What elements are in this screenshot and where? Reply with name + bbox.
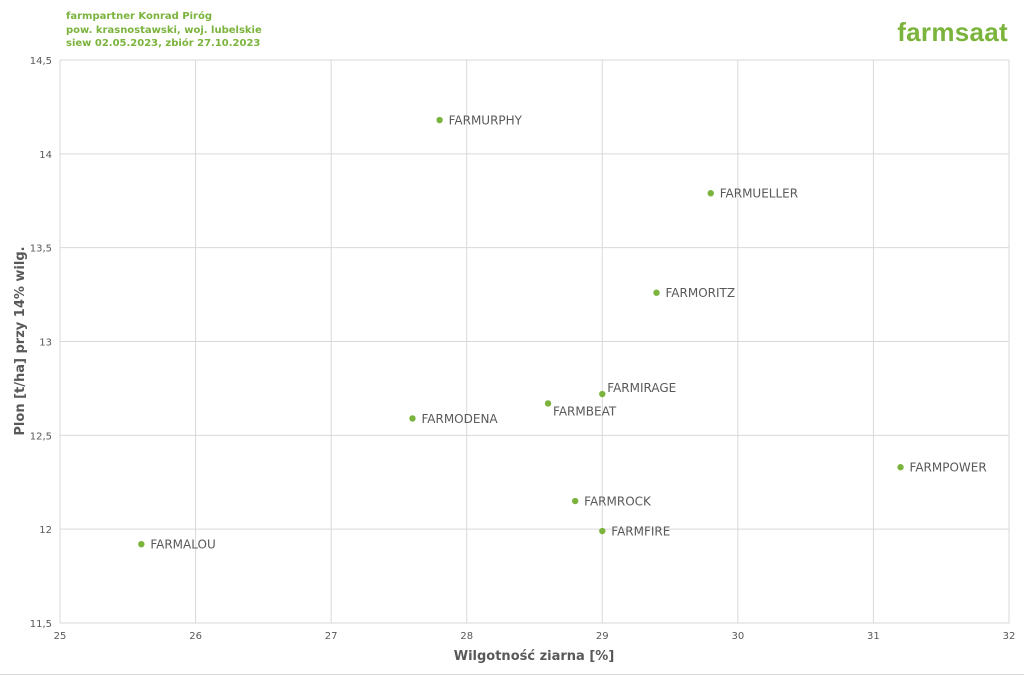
header-dates: siew 02.05.2023, zbiór 27.10.2023 xyxy=(66,38,261,49)
y-tick-label: 12 xyxy=(39,525,52,536)
x-tick-label: 31 xyxy=(867,631,880,642)
y-tick-label: 12,5 xyxy=(30,431,52,442)
y-axis-ticks: 11,5 12 12,5 13 13,5 14 14,5 xyxy=(30,56,52,630)
x-axis-label: Wilgotność ziarna [%] xyxy=(454,649,615,664)
y-tick-label: 13,5 xyxy=(30,244,52,255)
data-point xyxy=(897,464,904,471)
point-label: FARMIRAGE xyxy=(607,381,676,395)
point-label: FARMPOWER xyxy=(910,461,987,475)
x-tick-label: 28 xyxy=(460,631,473,642)
farmsaat-logo: farmsaat xyxy=(897,17,1008,47)
x-tick-label: 27 xyxy=(325,631,338,642)
point-label: FARMODENA xyxy=(421,412,498,426)
point-label: FARMALOU xyxy=(150,538,215,552)
data-point xyxy=(599,390,606,398)
data-point xyxy=(707,190,714,197)
x-tick-label: 30 xyxy=(731,631,744,642)
x-tick-label: 25 xyxy=(54,631,67,642)
y-tick-label: 14 xyxy=(39,150,52,161)
x-tick-label: 26 xyxy=(189,631,202,642)
point-label: FARMORITZ xyxy=(666,286,736,300)
point-label: FARMROCK xyxy=(584,495,652,509)
y-tick-label: 14,5 xyxy=(30,56,52,67)
x-axis-ticks: 25 26 27 28 29 30 31 32 xyxy=(54,631,1016,642)
point-label: FARMFIRE xyxy=(611,525,670,539)
x-tick-label: 29 xyxy=(596,631,609,642)
point-label: FARMURPHY xyxy=(449,114,523,128)
y-tick-label: 11,5 xyxy=(30,619,52,630)
chart-header: farmpartner Konrad Piróg pow. krasnostaw… xyxy=(66,10,262,51)
data-point xyxy=(653,289,660,296)
y-tick-label: 13 xyxy=(39,338,52,349)
grid-lines xyxy=(59,59,1010,624)
data-point xyxy=(544,400,552,407)
header-farm-name: farmpartner Konrad Piróg xyxy=(66,11,212,22)
y-axis-label: Plon [t/ha] przy 14% wilg. xyxy=(13,246,28,435)
x-tick-label: 32 xyxy=(1003,631,1016,642)
data-points: FARMURPHY FARMUELLER FARMORITZ FARMIRAGE FAR… xyxy=(138,114,987,552)
data-point xyxy=(599,527,606,535)
data-point xyxy=(409,415,416,422)
point-label: FARMBEAT xyxy=(553,404,617,418)
header-location: pow. krasnostawski, woj. lubelskie xyxy=(66,24,262,36)
data-point xyxy=(571,497,579,505)
data-point xyxy=(436,116,443,124)
point-label: FARMUELLER xyxy=(720,187,798,201)
data-point xyxy=(138,540,145,548)
